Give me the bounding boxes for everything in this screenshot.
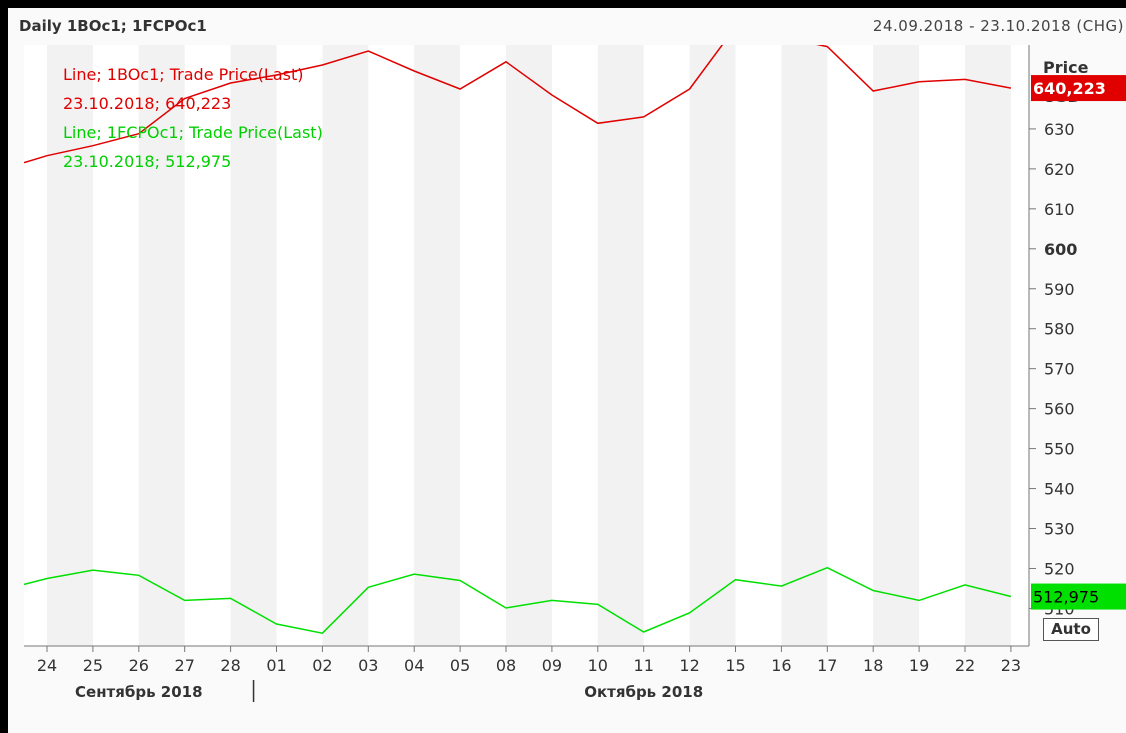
day-stripe (597, 45, 644, 646)
y-tick-label: 610 (1044, 200, 1075, 219)
legend-series2-last: 23.10.2018; 512,975 (63, 152, 232, 171)
legend-series1-last: 23.10.2018; 640,223 (63, 94, 232, 113)
y-tick-label: 540 (1044, 480, 1075, 499)
day-stripe (138, 45, 185, 646)
last-value-label: 640,223 (1033, 79, 1106, 98)
x-tick-label: 17 (817, 656, 837, 675)
x-tick-label: 16 (771, 656, 791, 675)
x-tick-label: 10 (588, 656, 608, 675)
y-tick-label: 520 (1044, 559, 1075, 578)
x-tick-label: 26 (129, 656, 149, 675)
day-stripe (230, 45, 277, 646)
y-tick-label: 600 (1044, 240, 1077, 259)
x-tick-label: 01 (266, 656, 286, 675)
x-tick-label: 09 (542, 656, 562, 675)
x-tick-label: 15 (725, 656, 745, 675)
x-tick-label: 22 (955, 656, 975, 675)
day-stripe (414, 45, 461, 646)
x-tick-label: 02 (312, 656, 332, 675)
x-month-label: Сентябрь 2018 (75, 683, 203, 701)
legend-series1-name: Line; 1BOc1; Trade Price(Last) (63, 65, 304, 84)
x-month-label: Октябрь 2018 (584, 683, 703, 701)
x-tick-label: 25 (83, 656, 103, 675)
x-tick-label: 12 (679, 656, 699, 675)
x-tick-label: 04 (404, 656, 424, 675)
x-tick-label: 18 (863, 656, 883, 675)
day-stripe (965, 45, 1011, 646)
day-stripe (47, 45, 93, 646)
last-value-label: 512,975 (1033, 588, 1099, 607)
day-stripe (781, 45, 828, 646)
y-tick-label: 590 (1044, 280, 1075, 299)
legend-series2-name: Line; 1FCPOc1; Trade Price(Last) (63, 123, 323, 142)
y-tick-label: 570 (1044, 360, 1075, 379)
y-tick-label: 580 (1044, 320, 1075, 339)
y-tick-label: 530 (1044, 520, 1075, 539)
date-range: 24.09.2018 - 23.10.2018 (CHG) (872, 17, 1124, 35)
x-tick-label: 03 (358, 656, 378, 675)
y-tick-label: 620 (1044, 160, 1075, 179)
chart-title: Daily 1BOc1; 1FCPOc1 (19, 17, 207, 35)
last-value-badge (1031, 75, 1126, 102)
auto-scale-button[interactable]: Auto (1043, 618, 1099, 641)
y-tick-label: 550 (1044, 440, 1075, 459)
x-tick-label: 08 (496, 656, 516, 675)
x-tick-label: 05 (450, 656, 470, 675)
y-tick-label: 630 (1044, 120, 1075, 139)
x-tick-label: 27 (175, 656, 195, 675)
day-stripe (322, 45, 369, 646)
day-stripe (873, 45, 920, 646)
series-line-1FCPOc1[interactable] (24, 566, 1012, 635)
x-tick-label: 11 (634, 656, 654, 675)
y-unit-price: Price (1043, 58, 1089, 77)
last-value-badge (1031, 583, 1126, 610)
y-tick-label: 560 (1044, 400, 1075, 419)
day-stripe (506, 45, 552, 646)
day-stripe (689, 45, 736, 646)
x-tick-label: 28 (220, 656, 240, 675)
x-tick-label: 19 (909, 656, 929, 675)
series-line-1BOc1[interactable] (24, 27, 1012, 164)
legend: Line; 1BOc1; Trade Price(Last) 23.10.201… (63, 60, 323, 176)
x-tick-label: 23 (1001, 656, 1021, 675)
x-tick-label: 24 (37, 656, 57, 675)
